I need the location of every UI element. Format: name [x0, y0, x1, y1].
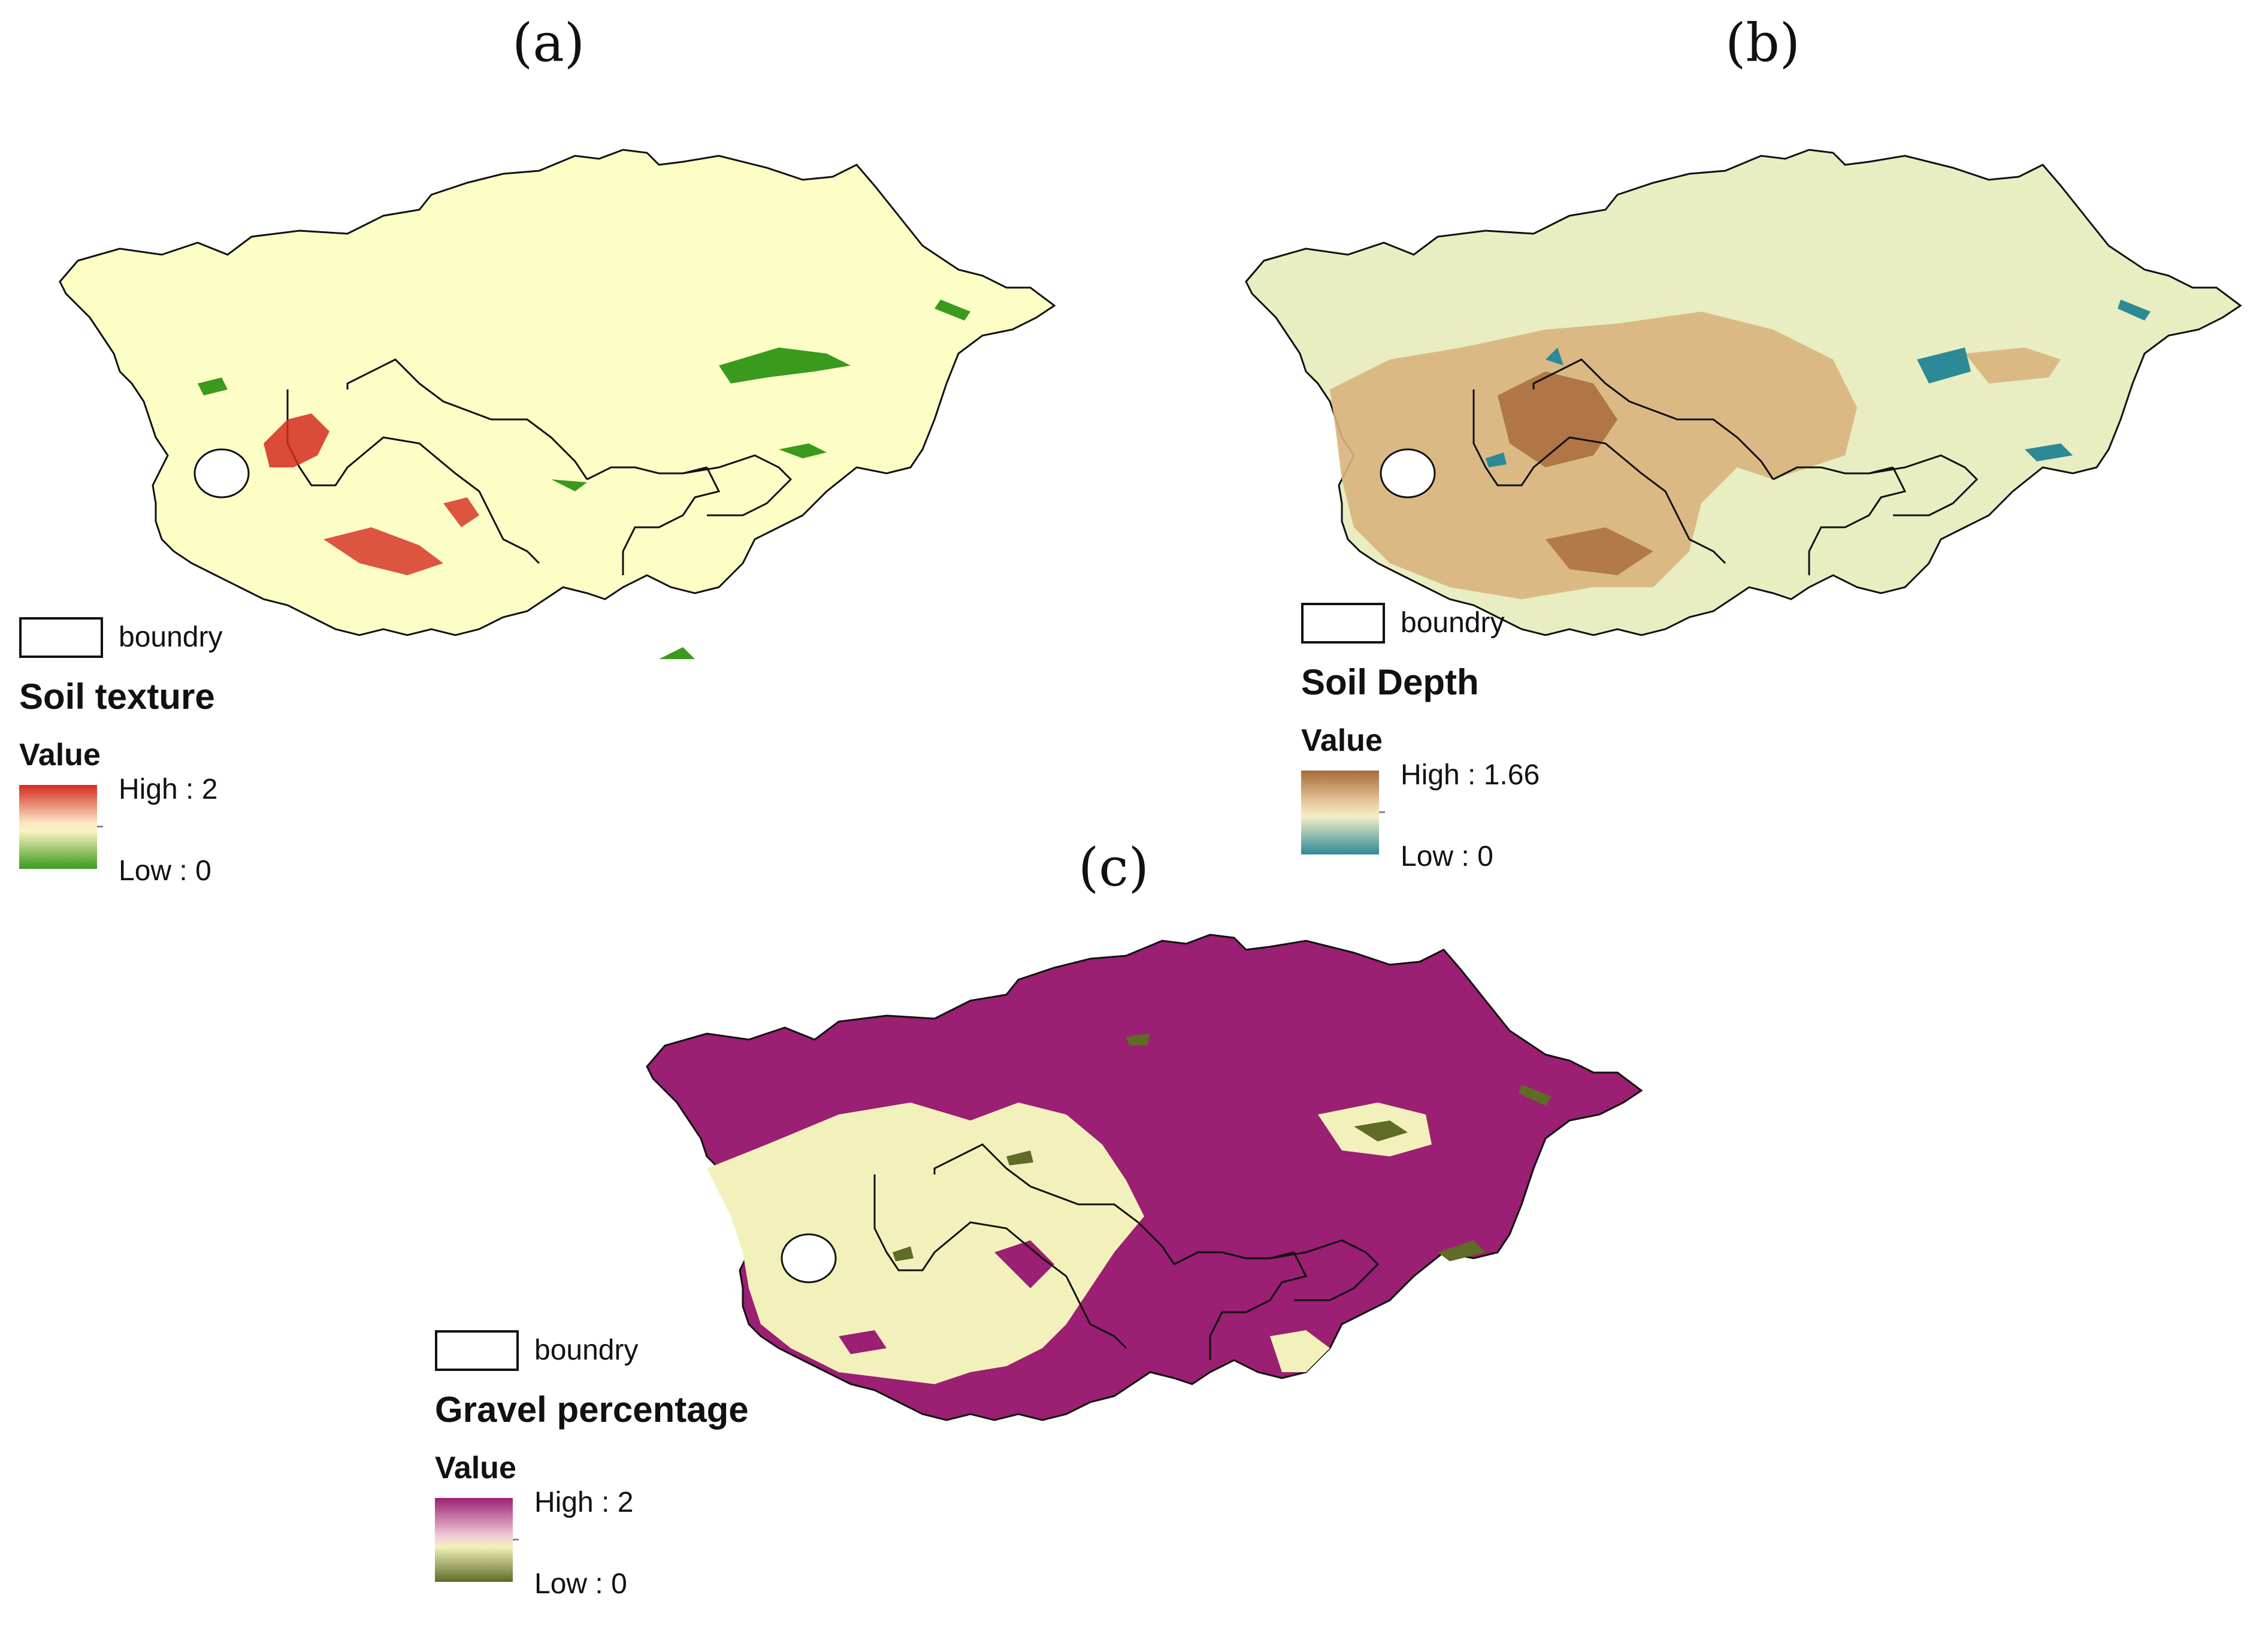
country-boundary: [286, 358, 793, 575]
boundary-legend-swatch: [1301, 603, 1385, 644]
low-patch: [1546, 348, 1564, 366]
low-patch: [935, 300, 970, 321]
legend-title: Soil texture: [19, 676, 215, 717]
boundary-legend-label: boundry: [119, 621, 223, 653]
country-boundary: [873, 1143, 1380, 1360]
low-patch: [1354, 1120, 1408, 1141]
boundary-legend-swatch: [435, 1330, 519, 1371]
legend-title: Soil Depth: [1301, 662, 1479, 702]
legend-low-label: Low : 0: [1401, 841, 1493, 872]
legend-high-label: High : 1.66: [1401, 759, 1540, 791]
country-boundary: [1472, 358, 1979, 575]
high-patch: [839, 1330, 887, 1354]
high-patch: [1498, 371, 1617, 467]
color-ramp: [19, 785, 97, 869]
legend-value-heading: Value: [19, 738, 101, 772]
boundary-legend-label: boundry: [1401, 607, 1505, 639]
low-patch: [1438, 1240, 1486, 1261]
low-patch: [1486, 452, 1507, 467]
low-patch: [2025, 443, 2073, 461]
caspian-lake: [781, 1233, 837, 1283]
legend-value-heading: Value: [1301, 723, 1383, 758]
low-patch: [1006, 1150, 1033, 1165]
caspian-lake: [1380, 448, 1436, 499]
high-patch: [994, 1240, 1054, 1288]
caspian-lake: [193, 448, 250, 499]
high-patch: [323, 527, 443, 575]
boundary-legend-label: boundry: [534, 1334, 639, 1366]
high-patch: [443, 497, 479, 527]
legend-high-label: High : 2: [534, 1487, 634, 1518]
panel-b-map: [1245, 149, 2242, 636]
low-patch: [1519, 1085, 1552, 1106]
panel-b-label: (b): [1725, 12, 1800, 74]
low-patch: [779, 443, 827, 458]
low-patch: [551, 479, 587, 491]
region-outline: [59, 149, 1056, 636]
panel-a-label: (a): [512, 12, 585, 74]
low-patch: [1917, 348, 1971, 383]
low-patch: [1126, 1034, 1150, 1046]
mid-patch: [1270, 1330, 1330, 1372]
ramp-tick: [513, 1539, 519, 1541]
legend-value-heading: Value: [435, 1451, 516, 1485]
legend-high-label: High : 2: [119, 774, 218, 805]
color-ramp: [435, 1498, 513, 1582]
legend-low-label: Low : 0: [534, 1568, 627, 1600]
ramp-tick: [1379, 811, 1385, 813]
high-patch: [1965, 348, 2061, 383]
legend-low-label: Low : 0: [119, 855, 211, 887]
high-patch: [1546, 527, 1653, 575]
low-patch: [659, 647, 695, 659]
color-ramp: [1301, 771, 1379, 854]
low-patch: [198, 377, 228, 395]
mid-patch: [707, 1103, 1144, 1384]
panel-c-label: (c): [1078, 836, 1149, 898]
low-patch: [719, 348, 851, 383]
boundary-legend-swatch: [19, 617, 103, 658]
panel-c-map: [646, 934, 1643, 1421]
low-patch: [2118, 300, 2151, 321]
high-patch: [264, 413, 329, 467]
low-patch: [893, 1246, 914, 1261]
ramp-tick: [97, 826, 103, 827]
legend-title: Gravel percentage: [435, 1390, 749, 1430]
panel-a-map: [59, 149, 1056, 659]
